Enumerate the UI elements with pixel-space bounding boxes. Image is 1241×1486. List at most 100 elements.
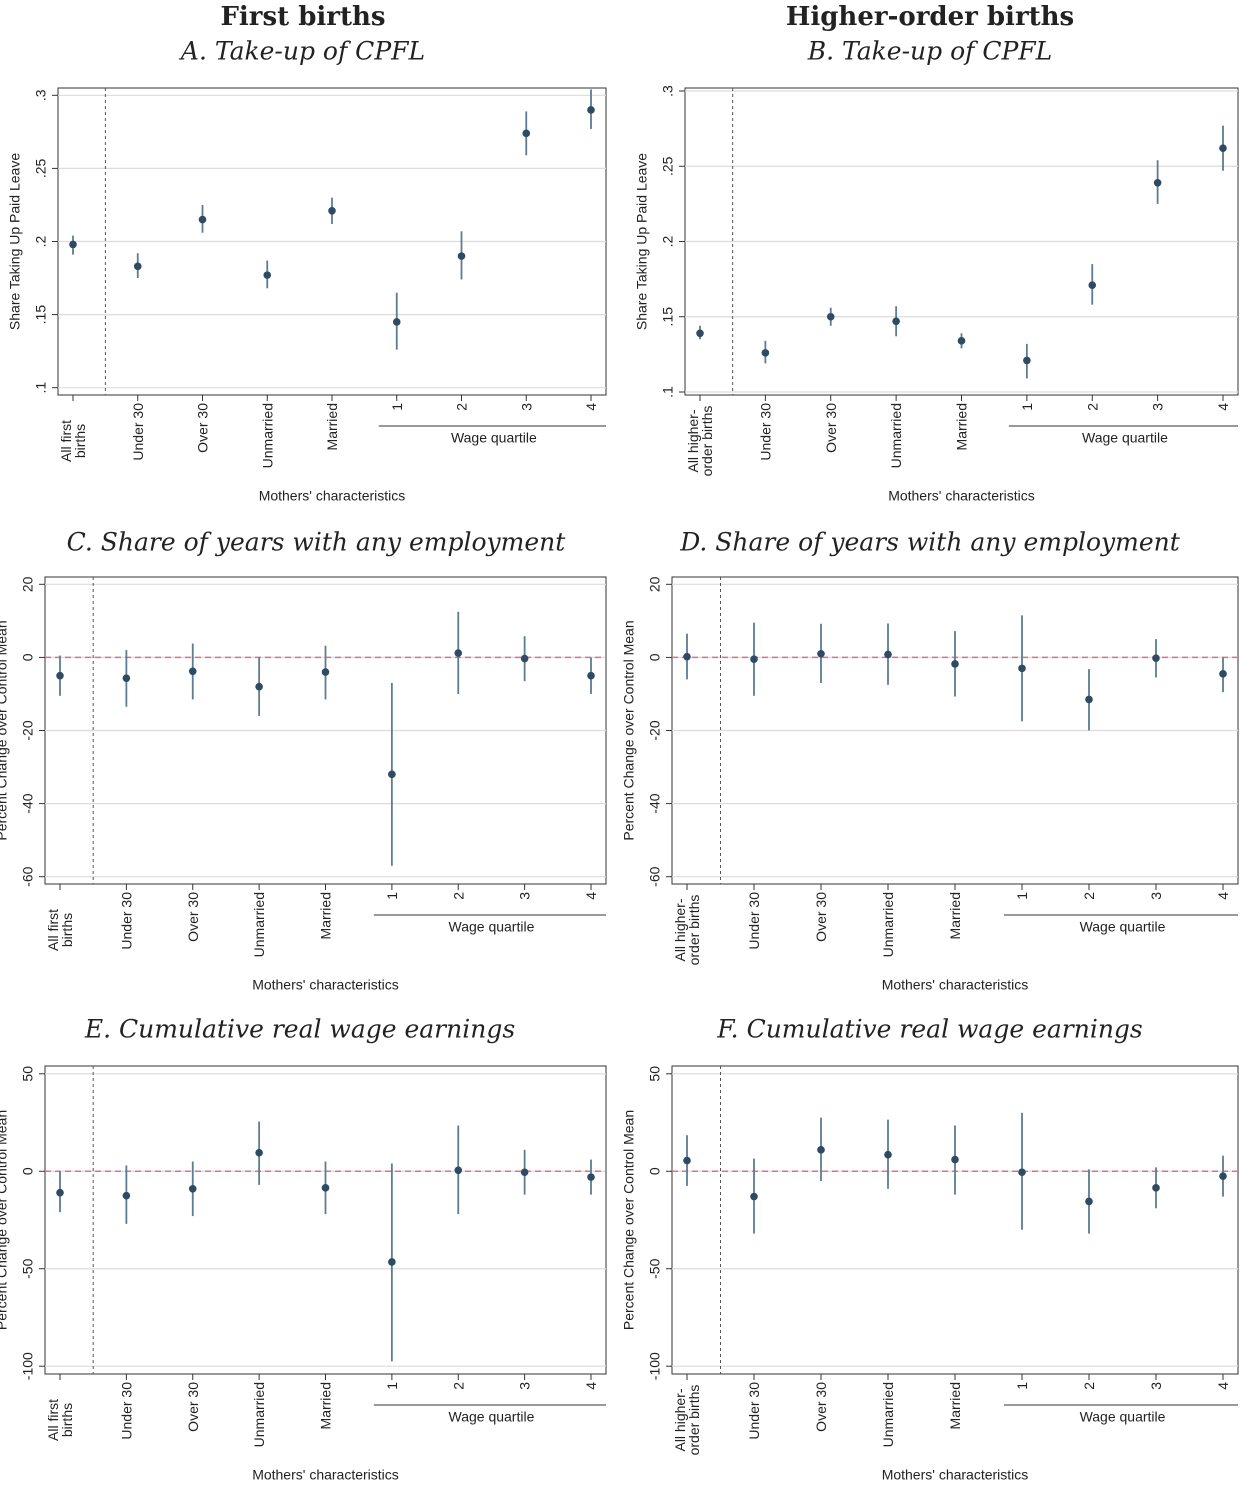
x-tick-label-box: Under 30 [746,1382,762,1440]
x-tick-label: All first births [44,1382,76,1458]
x-tick-label: Unmarried [872,1382,904,1458]
x-tick-label: Over 30 [177,892,209,968]
x-tick-label-text: Unmarried [251,1382,268,1448]
point [69,240,77,249]
x-tick-label: All higher-order births [671,892,703,968]
y-tick-label: 0 [20,653,36,661]
y-tick-label: .3 [33,89,49,101]
x-tick-label-text: 3 [1148,1382,1164,1390]
point [321,1184,330,1192]
x-tick-label-box: Over 30 [813,892,829,942]
x-tick-label-box: 4 [583,403,599,411]
y-axis-label: Percent Change over Control Mean [621,620,637,840]
x-tick-label-text: 1 [1018,403,1035,411]
x-tick-label-text: 3 [516,1382,533,1390]
x-tick-label: 1 [381,403,413,479]
x-tick-label-box: Married [310,1382,342,1458]
y-tick-label: 50 [20,1066,36,1082]
point [750,1192,758,1201]
x-tick-label-text: All higher-order births [685,405,715,477]
x-tick-label-text: 4 [583,1382,599,1390]
point [884,1150,892,1159]
x-tick-label: All first births [57,403,89,479]
point [457,252,466,260]
point [817,649,825,658]
y-tick-label: 0 [647,653,663,661]
point [1085,1197,1093,1206]
x-axis-label: Mothers' characteristics [252,977,399,993]
x-tick-label-text: 1 [1014,892,1030,900]
x-tick-label-text: 2 [450,1382,467,1390]
y-tick-label: .2 [660,235,676,247]
y-tick-label: .15 [660,307,676,327]
point [884,650,892,659]
x-tick-label-box: Married [310,892,342,968]
x-tick-label: 1 [376,892,408,968]
point [454,649,463,657]
chart-title: D. Share of years with any employment [679,528,1181,557]
x-tick-label-text: 3 [1149,403,1166,411]
chart-title: A. Take-up of CPFL [179,37,425,66]
x-tick-label-box: Married [947,1382,963,1429]
x-tick-label: Under 30 [738,892,770,968]
y-tick-label: .25 [33,158,49,178]
x-axis-label: Mothers' characteristics [888,488,1035,504]
x-tick-label-box: 1 [384,1382,400,1390]
column-title: First births [220,2,385,32]
x-tick-label-text: Over 30 [194,403,211,453]
point [750,655,758,664]
chart-title: F. Cumulative real wage earnings [716,1015,1143,1044]
x-tick-label-text: 4 [1215,1382,1231,1390]
x-tick-label: Unmarried [243,892,275,968]
x-tick-label-box: Over 30 [187,403,219,479]
x-tick-label-text: Over 30 [184,892,201,942]
x-tick-label: All first births [44,892,76,968]
y-tick-label: .25 [660,156,676,176]
x-axis-label: Mothers' characteristics [882,977,1029,993]
y-tick-label: 20 [20,576,36,592]
y-tick-label: .15 [33,305,49,325]
point [587,106,595,114]
x-axis-label: Mothers' characteristics [882,1467,1029,1483]
group-label: Wage quartile [449,919,535,935]
x-tick-label-text: Unmarried [888,403,905,469]
y-tick-label: -40 [20,793,36,813]
point [388,1258,396,1266]
x-tick-label-text: Over 30 [184,1382,201,1432]
y-tick-label: 20 [647,576,663,592]
x-tick-label-text: 3 [518,403,535,411]
x-tick-label-text: All higher-order births [672,894,702,966]
x-axis-label: Mothers' characteristics [259,488,406,504]
x-tick-label-text: Married [953,403,970,451]
x-tick-label: 4 [575,1382,607,1458]
point [454,1166,463,1175]
x-tick-label-text: Married [317,1382,334,1430]
x-tick-label: Married [310,892,342,968]
y-tick-label: -40 [647,793,663,813]
point [1219,1172,1227,1180]
x-tick-label: Over 30 [187,403,219,479]
y-tick-label: -50 [647,1258,663,1278]
x-tick-label-box: 1 [1006,1382,1038,1458]
point [520,1168,529,1177]
x-tick-label-box: All higher-order births [672,1385,702,1456]
y-tick-label: -100 [647,1352,663,1380]
x-tick-label-box: Under 30 [118,1382,135,1440]
y-tick-label: -60 [647,866,663,886]
point [1152,654,1160,662]
x-axis-label: Mothers' characteristics [252,1467,399,1483]
x-tick-label-text: Over 30 [813,1382,829,1432]
x-tick-label-text: Under 30 [118,1382,135,1440]
y-axis-label: Percent Change over Control Mean [0,1110,10,1330]
point [198,215,207,224]
x-tick-label: Married [310,1382,342,1458]
x-tick-label-text: 2 [1081,892,1097,900]
x-tick-label-box: All higher-order births [671,892,703,968]
x-tick-label-text: All first births [45,909,75,951]
y-tick-label: -60 [20,866,36,886]
x-tick-label-box: All first births [44,892,76,968]
x-tick-label-box: All first births [57,403,89,479]
x-tick-label: 1 [1006,1382,1038,1458]
x-tick-label-box: 4 [583,892,599,900]
